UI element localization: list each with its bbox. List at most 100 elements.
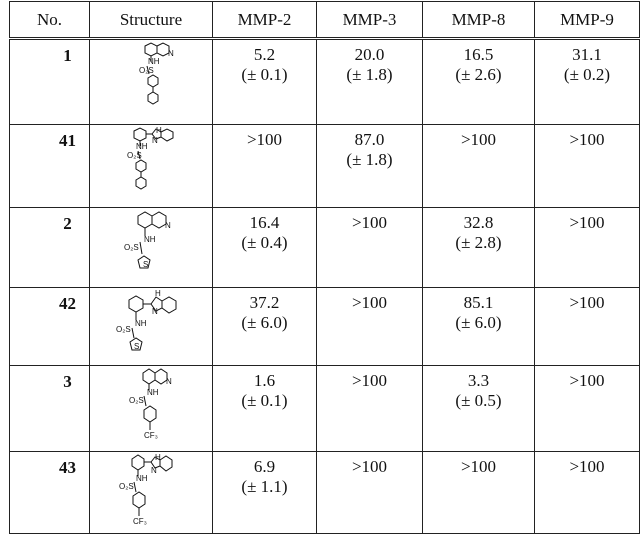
mmp3-value-cell: 87.0 (± 1.8) xyxy=(316,124,423,208)
atom-label: NH xyxy=(148,57,160,66)
atom-label: H xyxy=(155,454,161,462)
table-row: 1 N NH O₂S 5.2 (± 0. xyxy=(9,38,640,125)
ic50-value: >100 xyxy=(351,457,388,476)
compound-number: 2 xyxy=(9,207,90,288)
ic50-error: (± 0.2) xyxy=(563,65,611,84)
mmp8-value-cell: 3.3 (± 0.5) xyxy=(422,365,535,452)
ic50-value: >100 xyxy=(569,371,605,390)
ic50-error: (± 1.1) xyxy=(241,477,288,496)
atom-label: NH xyxy=(147,388,159,397)
quinoline-trifluoromethylphenyl-sulfonamide-icon: N NH O₂S CF₃ xyxy=(129,368,172,440)
atom-label: H xyxy=(155,290,161,298)
mmp2-value-cell: 37.2 (± 6.0) xyxy=(212,287,317,366)
ic50-value: >100 xyxy=(351,213,388,232)
mmp2-value-cell: 5.2 (± 0.1) xyxy=(212,38,317,125)
atom-label: H xyxy=(156,127,162,135)
atom-label: NH xyxy=(144,235,156,244)
table-row: 41 H N NH xyxy=(9,124,640,208)
mmp9-value-cell: >100 xyxy=(534,207,640,288)
header-structure: Structure xyxy=(89,1,213,40)
ic50-value: >100 xyxy=(569,457,605,476)
ic50-value: 85.1 xyxy=(463,293,494,312)
mmp2-value-cell: 6.9 (± 1.1) xyxy=(212,451,317,534)
compound-number: 41 xyxy=(9,124,90,208)
mmp9-value-cell: >100 xyxy=(534,451,640,534)
ic50-error: (± 6.0) xyxy=(241,313,288,332)
mmp8-value-cell: 32.8 (± 2.8) xyxy=(422,207,535,288)
ic50-value: >100 xyxy=(569,130,605,149)
structure-cell: N NH O₂S CF₃ xyxy=(89,365,213,452)
atom-label: O₂S xyxy=(139,66,154,75)
header-no: No. xyxy=(9,1,90,40)
atom-label: O₂S xyxy=(116,325,131,334)
structure-cell: N NH O₂S xyxy=(89,38,213,125)
atom-label: N xyxy=(165,221,171,230)
mmp3-value-cell: >100 xyxy=(316,365,423,452)
table-row: 2 N NH O₂S S 16.4 (± 0.4) >100 xyxy=(9,207,640,288)
header-mmp2: MMP-2 xyxy=(212,1,317,40)
ic50-value: 32.8 xyxy=(463,213,494,232)
header-mmp3: MMP-3 xyxy=(316,1,423,40)
mmp2-value-cell: 1.6 (± 0.1) xyxy=(212,365,317,452)
ic50-value: 20.0 xyxy=(354,45,385,64)
structure-cell: H N NH O₂S xyxy=(89,124,213,208)
ic50-value: >100 xyxy=(246,130,283,149)
ic50-error: (± 6.0) xyxy=(455,313,502,332)
header-mmp8: MMP-8 xyxy=(422,1,535,40)
mmp8-value-cell: 85.1 (± 6.0) xyxy=(422,287,535,366)
atom-label: N xyxy=(152,307,158,316)
structure-cell: H N NH O₂S S xyxy=(89,287,213,366)
ic50-error: (± 0.1) xyxy=(241,65,288,84)
benzimidazole-thiophene-sulfonamide-icon: H N NH O₂S S xyxy=(116,290,177,351)
atom-label: NH xyxy=(135,319,147,328)
atom-label: N xyxy=(166,377,172,386)
atom-label: CF₃ xyxy=(144,431,158,440)
mmp8-value-cell: 16.5 (± 2.6) xyxy=(422,38,535,125)
mmp3-value-cell: >100 xyxy=(316,287,423,366)
mmp3-value-cell: >100 xyxy=(316,451,423,534)
atom-label: O₂S xyxy=(129,396,144,405)
atom-label: O₂S xyxy=(124,243,139,252)
ic50-error: (± 1.8) xyxy=(346,65,393,84)
compound-number: 1 xyxy=(9,38,90,125)
atom-label: O₂S xyxy=(127,151,142,160)
benzimidazole-biphenyl-sulfonamide-icon: H N NH O₂S xyxy=(127,127,174,190)
mmp9-value-cell: >100 xyxy=(534,365,640,452)
atom-label: N xyxy=(152,136,158,145)
ic50-value: 1.6 xyxy=(253,371,276,390)
mmp-inhibition-table: No. Structure MMP-2 MMP-3 MMP-8 MMP-9 1 xyxy=(9,1,640,534)
mmp8-value-cell: >100 xyxy=(422,451,535,534)
ic50-value: 16.4 xyxy=(249,213,280,232)
mmp2-value-cell: >100 xyxy=(212,124,317,208)
ic50-value: 87.0 xyxy=(354,130,385,149)
ic50-value: >100 xyxy=(351,371,388,390)
ic50-error: (± 2.6) xyxy=(455,65,502,84)
ic50-value: >100 xyxy=(460,130,497,149)
ic50-value: 3.3 xyxy=(467,371,490,390)
atom-label: S xyxy=(143,260,148,269)
ic50-value: >100 xyxy=(569,213,605,232)
mmp3-value-cell: >100 xyxy=(316,207,423,288)
atom-label: N xyxy=(168,49,174,58)
ic50-value: 16.5 xyxy=(463,45,494,64)
quinoline-biphenyl-sulfonamide-icon: N NH O₂S xyxy=(139,42,174,105)
benzimidazole-trifluoromethylphenyl-sulfonamide-icon: H N NH O₂S CF₃ xyxy=(119,454,173,526)
ic50-value: 6.9 xyxy=(253,457,276,476)
mmp9-value-cell: >100 xyxy=(534,124,640,208)
header-row: No. Structure MMP-2 MMP-3 MMP-8 MMP-9 xyxy=(9,1,640,40)
atom-label: NH xyxy=(136,142,148,151)
table-row: 43 H N NH O₂S xyxy=(9,451,640,534)
mmp3-value-cell: 20.0 (± 1.8) xyxy=(316,38,423,125)
table-row: 3 N NH O₂S CF₃ 1.6 (± 0 xyxy=(9,365,640,452)
compound-number: 42 xyxy=(9,287,90,366)
ic50-value: >100 xyxy=(460,457,497,476)
ic50-value: 37.2 xyxy=(249,293,280,312)
mmp9-value-cell: 31.1 (± 0.2) xyxy=(534,38,640,125)
compound-number: 3 xyxy=(9,365,90,452)
atom-label: NH xyxy=(136,474,148,483)
ic50-error: (± 0.1) xyxy=(241,391,288,410)
mmp2-value-cell: 16.4 (± 0.4) xyxy=(212,207,317,288)
ic50-error: (± 1.8) xyxy=(346,150,393,169)
header-mmp9: MMP-9 xyxy=(534,1,640,40)
